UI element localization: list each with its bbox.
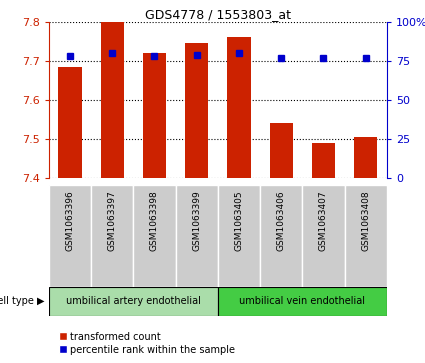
Text: GSM1063399: GSM1063399 bbox=[192, 190, 201, 251]
FancyBboxPatch shape bbox=[176, 185, 218, 287]
Bar bbox=[143, 53, 166, 178]
Text: GSM1063406: GSM1063406 bbox=[277, 190, 286, 251]
FancyBboxPatch shape bbox=[133, 185, 176, 287]
Text: umbilical vein endothelial: umbilical vein endothelial bbox=[239, 296, 365, 306]
FancyBboxPatch shape bbox=[49, 185, 91, 287]
Bar bbox=[312, 143, 335, 178]
FancyBboxPatch shape bbox=[91, 185, 133, 287]
Text: GSM1063397: GSM1063397 bbox=[108, 190, 117, 251]
Title: GDS4778 / 1553803_at: GDS4778 / 1553803_at bbox=[145, 8, 291, 21]
Text: GSM1063396: GSM1063396 bbox=[65, 190, 74, 251]
FancyBboxPatch shape bbox=[218, 185, 260, 287]
FancyBboxPatch shape bbox=[260, 185, 302, 287]
Bar bbox=[185, 43, 208, 178]
Bar bbox=[227, 37, 251, 178]
FancyBboxPatch shape bbox=[49, 287, 218, 316]
Text: GSM1063398: GSM1063398 bbox=[150, 190, 159, 251]
Text: GSM1063408: GSM1063408 bbox=[361, 190, 370, 251]
FancyBboxPatch shape bbox=[345, 185, 387, 287]
FancyBboxPatch shape bbox=[218, 287, 387, 316]
FancyBboxPatch shape bbox=[302, 185, 345, 287]
Bar bbox=[101, 22, 124, 178]
Legend: transformed count, percentile rank within the sample: transformed count, percentile rank withi… bbox=[60, 331, 235, 355]
Text: cell type ▶: cell type ▶ bbox=[0, 296, 45, 306]
Text: GSM1063407: GSM1063407 bbox=[319, 190, 328, 251]
Text: umbilical artery endothelial: umbilical artery endothelial bbox=[66, 296, 201, 306]
Bar bbox=[354, 137, 377, 178]
Bar bbox=[269, 123, 293, 178]
Text: GSM1063405: GSM1063405 bbox=[235, 190, 244, 251]
Bar bbox=[58, 67, 82, 178]
